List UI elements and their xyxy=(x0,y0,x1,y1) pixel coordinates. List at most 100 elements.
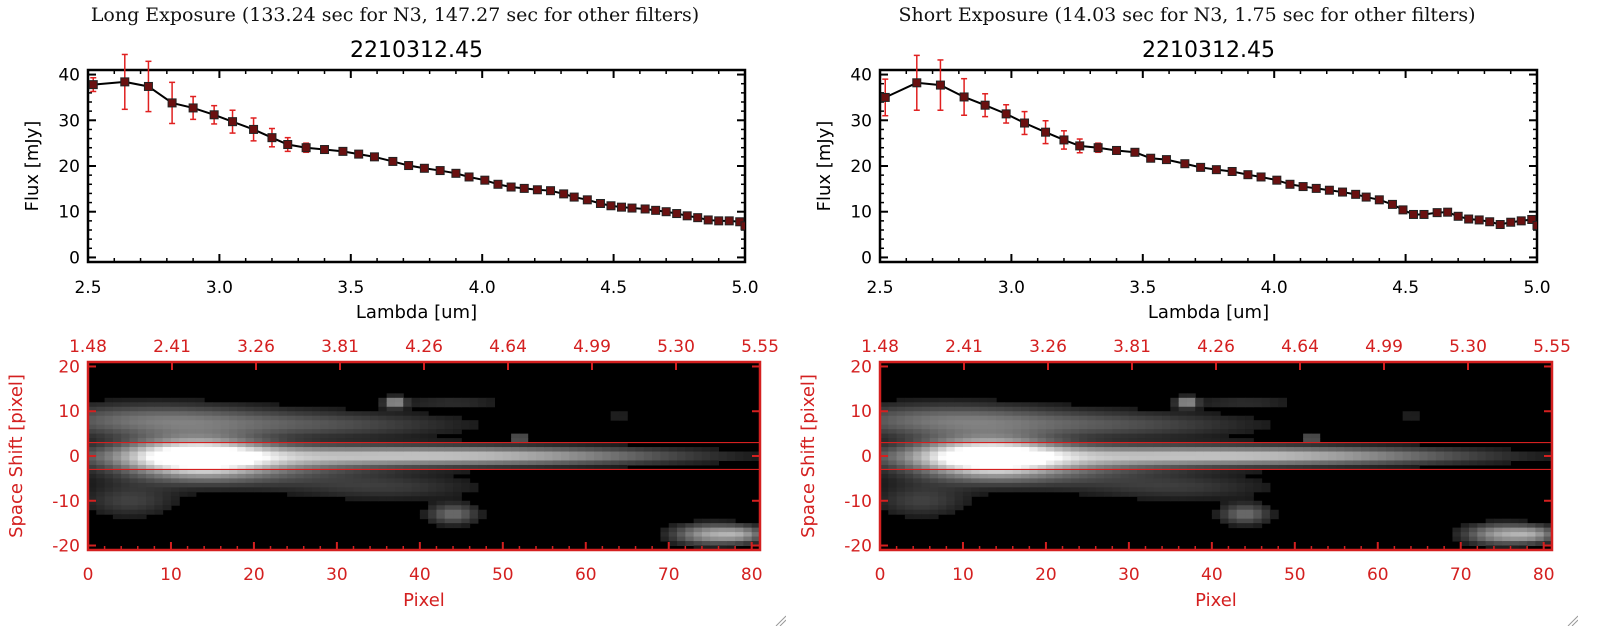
heatmap-cell xyxy=(1112,447,1122,453)
heatmap-cell xyxy=(1245,491,1254,497)
heatmap-cell xyxy=(88,429,97,435)
heatmap-cell xyxy=(112,496,122,502)
heatmap-cell xyxy=(179,469,189,475)
heatmap-cell xyxy=(195,473,205,479)
heatmap-cell xyxy=(253,469,263,475)
heatmap-cell xyxy=(1145,487,1155,493)
heatmap-cell xyxy=(1104,487,1113,493)
heatmap-cell xyxy=(1386,451,1395,457)
heatmap-cell xyxy=(403,478,413,484)
heatmap-cell xyxy=(453,487,462,493)
y-tick-label: 20 xyxy=(58,357,80,377)
heatmap-cell xyxy=(1195,464,1205,470)
heatmap-cell xyxy=(913,460,922,466)
heatmap-cell xyxy=(1045,473,1055,479)
heatmap-cell xyxy=(370,469,379,475)
heatmap-cell xyxy=(1493,460,1503,466)
heatmap-cell xyxy=(1137,469,1146,475)
heatmap-cell xyxy=(88,487,97,493)
heatmap-cell xyxy=(245,438,255,444)
heatmap-cell xyxy=(618,456,628,461)
heatmap-cell xyxy=(1087,411,1097,417)
heatmap-cell xyxy=(929,505,939,511)
heatmap-cell xyxy=(121,509,130,515)
heatmap-cell xyxy=(112,438,122,444)
heatmap-cell xyxy=(577,456,587,461)
heatmap-cell xyxy=(1186,397,1196,403)
heatmap-cell xyxy=(1112,438,1122,444)
heatmap-cell xyxy=(1054,469,1064,475)
heatmap-cell xyxy=(1394,447,1404,453)
heatmap-cell xyxy=(436,482,446,488)
heatmap-cell xyxy=(370,487,379,493)
heatmap-cell xyxy=(693,532,703,538)
heatmap-cell xyxy=(411,442,421,448)
heatmap-cell xyxy=(1095,473,1105,479)
heatmap-cell xyxy=(137,415,147,421)
heatmap-cell xyxy=(295,433,305,439)
heatmap-cell xyxy=(453,447,462,453)
heatmap-cell xyxy=(996,402,1005,408)
heatmap-cell xyxy=(577,451,587,457)
heatmap-cell xyxy=(320,442,330,448)
heatmap-cell xyxy=(444,456,454,461)
heatmap-cell xyxy=(154,402,164,408)
heatmap-cell xyxy=(88,469,97,475)
heatmap-cell xyxy=(137,514,147,520)
resize-grip-icon[interactable] xyxy=(1566,614,1578,626)
heatmap-cell xyxy=(1485,532,1495,538)
heatmap-cell xyxy=(146,402,155,408)
heatmap-cell xyxy=(1502,545,1512,551)
heatmap-cell xyxy=(888,460,898,466)
heatmap-cell xyxy=(569,447,578,453)
heatmap-cell xyxy=(370,442,379,448)
heatmap-cell xyxy=(880,478,889,484)
heatmap-cell xyxy=(1369,447,1379,453)
heatmap-cell xyxy=(220,460,230,466)
heatmap-cell xyxy=(610,415,620,421)
heatmap-cell xyxy=(1120,478,1130,484)
heatmap-cell xyxy=(1095,438,1105,444)
x-tick-label: 4.0 xyxy=(469,278,496,298)
heatmap-cell xyxy=(1079,460,1088,466)
resize-grip-icon[interactable] xyxy=(774,614,786,626)
heatmap-cell xyxy=(121,464,130,470)
heatmap-cell xyxy=(121,420,130,426)
heatmap-cell xyxy=(112,469,122,475)
x-tick-label: 3.5 xyxy=(337,278,364,298)
heatmap-cell xyxy=(1319,464,1329,470)
heatmap-cell xyxy=(486,451,496,457)
heatmap-cell xyxy=(929,438,939,444)
heatmap-cell xyxy=(419,469,429,475)
heatmap-cell xyxy=(718,451,728,457)
heatmap-cell xyxy=(1054,456,1064,461)
heatmap-cell xyxy=(668,451,678,457)
heatmap-cell xyxy=(1269,451,1279,457)
heatmap-cell xyxy=(361,429,371,435)
heatmap-cell xyxy=(353,496,363,502)
heatmap-cell xyxy=(1195,438,1205,444)
heatmap-cell xyxy=(361,460,371,466)
data-point xyxy=(228,117,238,127)
heatmap-cell xyxy=(444,402,454,408)
data-point xyxy=(682,211,692,221)
heatmap-cell xyxy=(1153,487,1163,493)
heatmap-cell xyxy=(394,442,404,448)
heatmap-cell xyxy=(1336,456,1346,461)
heatmap-cell xyxy=(461,447,471,453)
heatmap-cell xyxy=(888,402,898,408)
plot-frame xyxy=(878,68,1539,264)
data-point xyxy=(1256,172,1266,182)
heatmap-cell xyxy=(96,429,106,435)
heatmap-cell xyxy=(1419,451,1429,457)
heatmap-cell xyxy=(287,460,296,466)
heatmap-cell xyxy=(428,433,437,439)
heatmap-cell xyxy=(643,460,653,466)
heatmap-cell xyxy=(262,415,272,421)
heatmap-cell xyxy=(312,456,321,461)
heatmap-cell xyxy=(146,420,155,426)
heatmap-cell xyxy=(370,473,379,479)
heatmap-cell xyxy=(552,442,562,448)
heatmap-cell xyxy=(104,438,114,444)
heatmap-cell xyxy=(1004,469,1014,475)
